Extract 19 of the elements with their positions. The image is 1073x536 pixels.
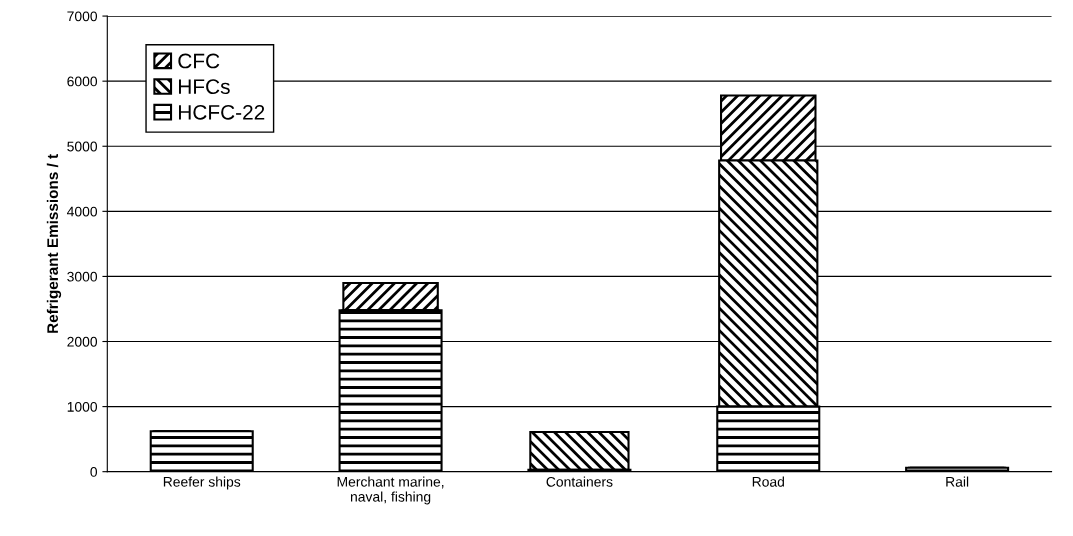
y-tick-label: 4000 [67,206,98,217]
x-tick-label: Merchant marine, naval, fishing [337,476,444,505]
y-tick-label: 1000 [67,401,98,412]
x-tick-label: Rail [946,476,969,487]
legend-label: HCFC-22 [179,104,265,120]
y-tick-label: 5000 [67,141,98,152]
bar [529,430,630,471]
x-tick-label: Reefer ships [163,476,241,490]
x-tick-label: Containers [546,476,613,487]
bar [149,430,254,472]
y-axis-title: Refrigerant Emissions / t [46,154,62,333]
y-tick-label: 0 [90,467,98,477]
x-tick-label: Road [752,476,784,487]
y-tick-label: 7000 [67,11,98,22]
legend-label: HFCs [179,79,230,95]
y-tick-label: 6000 [67,76,98,87]
y-tick-label: 2000 [67,336,98,347]
legend-label: CFC [178,53,220,69]
y-tick-label: 3000 [67,271,98,282]
